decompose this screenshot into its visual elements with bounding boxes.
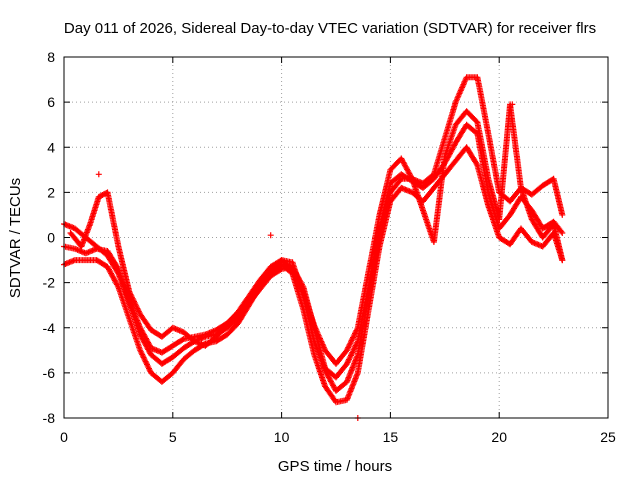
y-axis-tick-labels: -8 -6 -4 -2 0 2 4 6 8 — [43, 49, 56, 426]
y-tick-label: 4 — [47, 139, 55, 155]
data-point-marker — [179, 336, 186, 343]
tick-marks — [63, 56, 609, 419]
x-tick-label: 10 — [274, 429, 290, 445]
y-tick-label: 8 — [47, 49, 55, 65]
y-tick-label: -8 — [43, 410, 56, 426]
y-axis-label: SDTVAR / TECUs — [7, 178, 24, 298]
data-point-marker — [473, 161, 480, 167]
x-tick-label: 5 — [169, 429, 177, 445]
x-axis-label: GPS time / hours — [278, 458, 392, 475]
series-track-d — [67, 101, 566, 367]
data-points — [61, 74, 566, 421]
x-tick-label: 25 — [600, 429, 616, 445]
data-point-marker — [559, 211, 566, 218]
data-point-marker — [267, 232, 274, 239]
x-axis-tick-labels: 0 5 10 15 20 25 — [60, 429, 616, 445]
y-tick-label: 0 — [47, 230, 55, 246]
data-point-marker — [559, 230, 566, 236]
data-point-marker — [473, 118, 480, 125]
y-tick-label: -4 — [43, 320, 56, 336]
data-point-marker — [111, 277, 118, 284]
data-point-marker — [114, 264, 121, 271]
y-tick-label: 6 — [47, 94, 55, 110]
x-tick-label: 0 — [60, 429, 68, 445]
data-point-marker — [114, 282, 121, 289]
data-point-marker — [558, 228, 565, 235]
data-point-marker — [408, 174, 415, 181]
y-tick-label: -2 — [43, 275, 56, 291]
grid-lines — [64, 57, 608, 418]
x-tick-label: 15 — [383, 429, 399, 445]
data-point-marker — [559, 257, 566, 264]
y-tick-label: -6 — [43, 365, 56, 381]
data-point-marker — [509, 101, 516, 108]
y-tick-label: 2 — [47, 184, 55, 200]
data-point-marker — [95, 171, 102, 178]
x-tick-label: 20 — [491, 429, 507, 445]
chart-title: Day 011 of 2026, Sidereal Day-to-day VTE… — [64, 20, 596, 37]
